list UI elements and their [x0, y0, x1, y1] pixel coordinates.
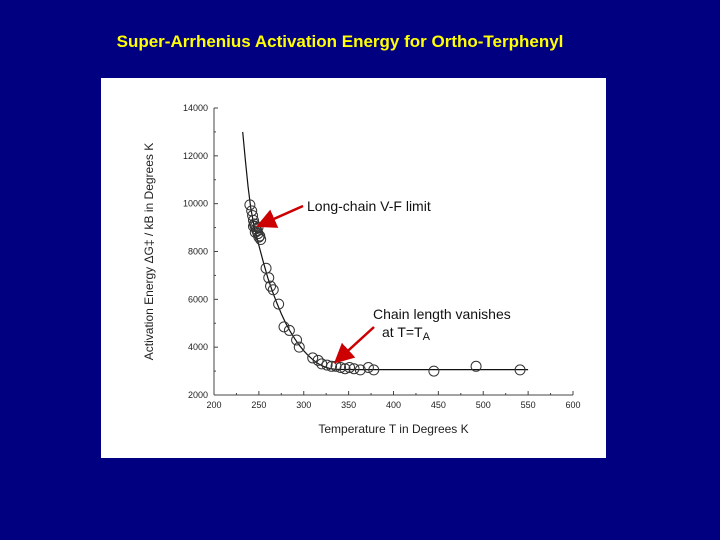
x-tick-label: 250: [251, 400, 266, 410]
chart-ticks: 200 250 300 350 400 450 500 550 600 2000 4000 6000 8…: [183, 103, 581, 410]
data-point: [321, 359, 333, 371]
x-tick-label: 500: [476, 400, 491, 410]
y-tick-label: 6000: [188, 294, 208, 304]
chart-panel: 200 250 300 350 400 450 500 550 600 2000 4000 6000 8…: [101, 78, 606, 458]
annotation-chain-vanishes: Chain length vanishes: [373, 306, 511, 322]
chart-svg: 200 250 300 350 400 450 500 550 600 2000 4000 6000 8…: [142, 103, 581, 436]
annotation-ta: at T=TA: [382, 324, 431, 343]
annotation-arrow-vf: [256, 204, 304, 228]
data-point: [244, 199, 256, 211]
data-point: [263, 272, 275, 284]
x-tick-label: 450: [431, 400, 446, 410]
data-point: [307, 352, 319, 364]
data-point: [273, 298, 285, 310]
data-point: [428, 365, 440, 377]
x-tick-label: 350: [341, 400, 356, 410]
data-point: [339, 363, 351, 375]
chart-annotations: Long-chain V-F limit Chain length vanishe…: [256, 198, 511, 364]
data-point: [368, 364, 380, 376]
y-tick-label: 14000: [183, 103, 208, 113]
data-point: [265, 280, 277, 292]
chart-axes: [213, 108, 573, 396]
data-point: [293, 341, 305, 353]
data-point: [278, 321, 290, 333]
data-point: [326, 360, 338, 372]
data-point: [283, 324, 295, 336]
x-tick-label: 550: [521, 400, 536, 410]
x-tick-label: 200: [206, 400, 221, 410]
x-tick-label: 400: [386, 400, 401, 410]
data-point: [312, 354, 324, 366]
y-axis-title: Activation Energy ΔG‡ / kB in Degrees K: [142, 143, 156, 360]
y-tick-label: 2000: [188, 390, 208, 400]
data-point: [254, 230, 266, 242]
data-point: [354, 364, 366, 376]
y-tick-label: 12000: [183, 151, 208, 161]
x-axis-title: Temperature T in Degrees K: [318, 422, 468, 436]
annotation-vf-limit: Long-chain V-F limit: [307, 198, 431, 214]
annotation-arrow-ta: [333, 326, 375, 364]
data-point: [267, 284, 279, 296]
data-point: [470, 360, 482, 372]
slide-title: Super-Arrhenius Activation Energy for Or…: [116, 32, 564, 51]
y-tick-label: 8000: [188, 247, 208, 257]
x-tick-label: 600: [565, 400, 580, 410]
data-point: [362, 361, 374, 373]
data-point: [291, 334, 303, 346]
data-point: [348, 363, 360, 375]
y-tick-label: 4000: [188, 342, 208, 352]
x-tick-label: 300: [296, 400, 311, 410]
data-point: [514, 364, 526, 376]
y-tick-label: 10000: [183, 199, 208, 209]
